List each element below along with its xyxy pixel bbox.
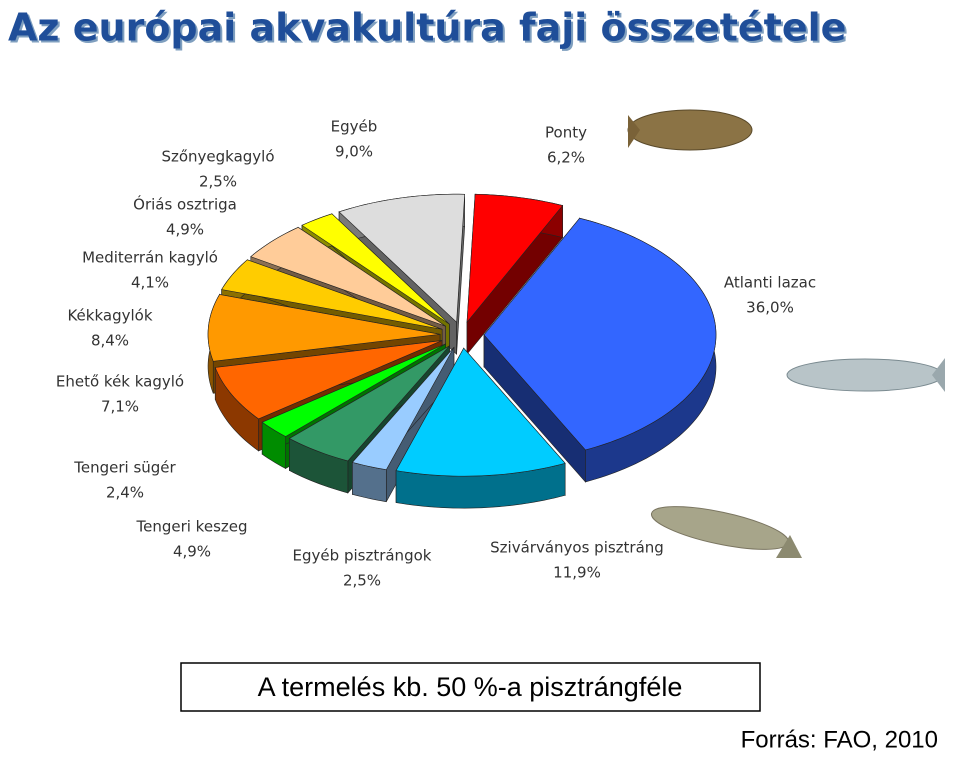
slice-label: Óriás osztriga: [133, 195, 237, 214]
slice-label: Kékkagylók: [67, 307, 152, 325]
value-label: 9,0%: [335, 143, 373, 161]
slice: [207, 294, 441, 362]
labels: Ponty 6,2% Atlanti lazac 36,0% Szivárványos …: [56, 118, 816, 590]
value-label: 2,5%: [199, 173, 237, 191]
value-label: 8,4%: [91, 332, 129, 350]
slice: [351, 347, 455, 471]
value-label: 4,1%: [131, 274, 169, 292]
note: A termelés kb. 50 %-a pisztrángféle: [258, 672, 683, 702]
slice-label: Atlanti lazac: [724, 274, 816, 292]
source: Forrás: FAO, 2010: [741, 726, 938, 753]
title-shadow: Az európai akvakultúra faji összetétele: [10, 8, 848, 52]
value-label: 4,9%: [173, 543, 211, 561]
value-label: 4,9%: [166, 221, 204, 239]
slice-label: Ehető kék kagyló: [56, 373, 184, 391]
slice: [261, 343, 446, 437]
slice-label: Szivárványos pisztráng: [490, 539, 664, 557]
slice-label: Ponty: [545, 124, 587, 142]
slice-label: Egyéb: [331, 118, 378, 136]
pie: [207, 193, 717, 509]
value-label: 6,2%: [547, 149, 585, 167]
note-box: [180, 662, 761, 712]
value-label: 11,9%: [553, 564, 601, 582]
value-label: 2,4%: [106, 484, 144, 502]
slice: [221, 259, 443, 330]
slice-label: Egyéb pisztrángok: [293, 547, 432, 565]
slice: [395, 347, 566, 477]
chart-title: Az európai akvakultúra faji összetétele: [8, 6, 846, 50]
slice: [288, 345, 450, 462]
slice: [466, 193, 564, 324]
slice: [301, 213, 450, 325]
slice: [214, 340, 443, 420]
slice: [483, 217, 717, 451]
fish-illustration: [627, 109, 945, 558]
slice: [338, 193, 466, 323]
slice-label: Tengeri sügér: [73, 459, 176, 477]
slice-label: Szőnyegkagyló: [161, 148, 274, 166]
slice-label: Mediterrán kagyló: [82, 249, 218, 267]
slice-label: Tengeri keszeg: [135, 518, 247, 536]
slice: [250, 227, 446, 327]
value-label: 2,5%: [343, 572, 381, 590]
value-label: 36,0%: [746, 299, 794, 317]
value-label: 7,1%: [101, 398, 139, 416]
